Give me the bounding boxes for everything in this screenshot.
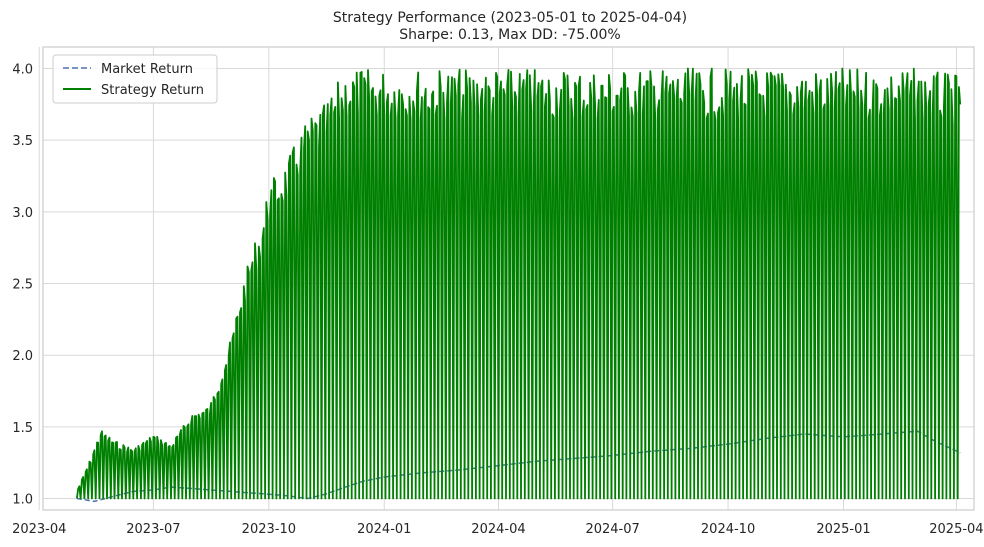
y-tick-label: 4.0 — [12, 63, 33, 78]
legend-box — [52, 54, 218, 104]
x-tick-label: 2025-04 — [929, 522, 983, 537]
x-axis: 2023-04 2023-07 2023-10 2024-01 2024-04 2024-… — [12, 522, 984, 537]
legend-strategy-label: Strategy Return — [101, 83, 204, 98]
x-tick-label: 2023-07 — [126, 522, 180, 537]
x-tick-label: 2024-04 — [471, 522, 525, 537]
y-tick-label: 1.0 — [12, 493, 33, 508]
plot-frame — [42, 46, 975, 511]
x-tick-label: 2025-01 — [816, 522, 870, 537]
y-tick-label: 2.5 — [12, 278, 33, 293]
legend-market-label: Market Return — [101, 62, 193, 77]
x-tick-label: 2024-01 — [357, 522, 411, 537]
strategy-series — [76, 67, 962, 500]
y-tick-label: 3.0 — [12, 206, 33, 221]
x-tick-label: 2023-04 — [12, 522, 66, 537]
strategy-return-line — [76, 67, 962, 500]
chart-title: Strategy Performance (2023-05-01 to 2025… — [333, 10, 687, 26]
x-tick-label: 2023-10 — [242, 522, 296, 537]
y-axis: 1.0 1.5 2.0 2.5 3.0 3.5 4.0 — [12, 63, 33, 508]
x-tick-label: 2024-07 — [585, 522, 639, 537]
x-tick-label: 2024-10 — [701, 522, 755, 537]
y-tick-label: 1.5 — [12, 421, 33, 436]
y-tick-label: 3.5 — [12, 134, 33, 149]
legend: Market Return Strategy Return — [52, 54, 218, 104]
chart-subtitle: Sharpe: 0.13, Max DD: -75.00% — [399, 27, 620, 43]
y-tick-label: 2.0 — [12, 349, 33, 364]
